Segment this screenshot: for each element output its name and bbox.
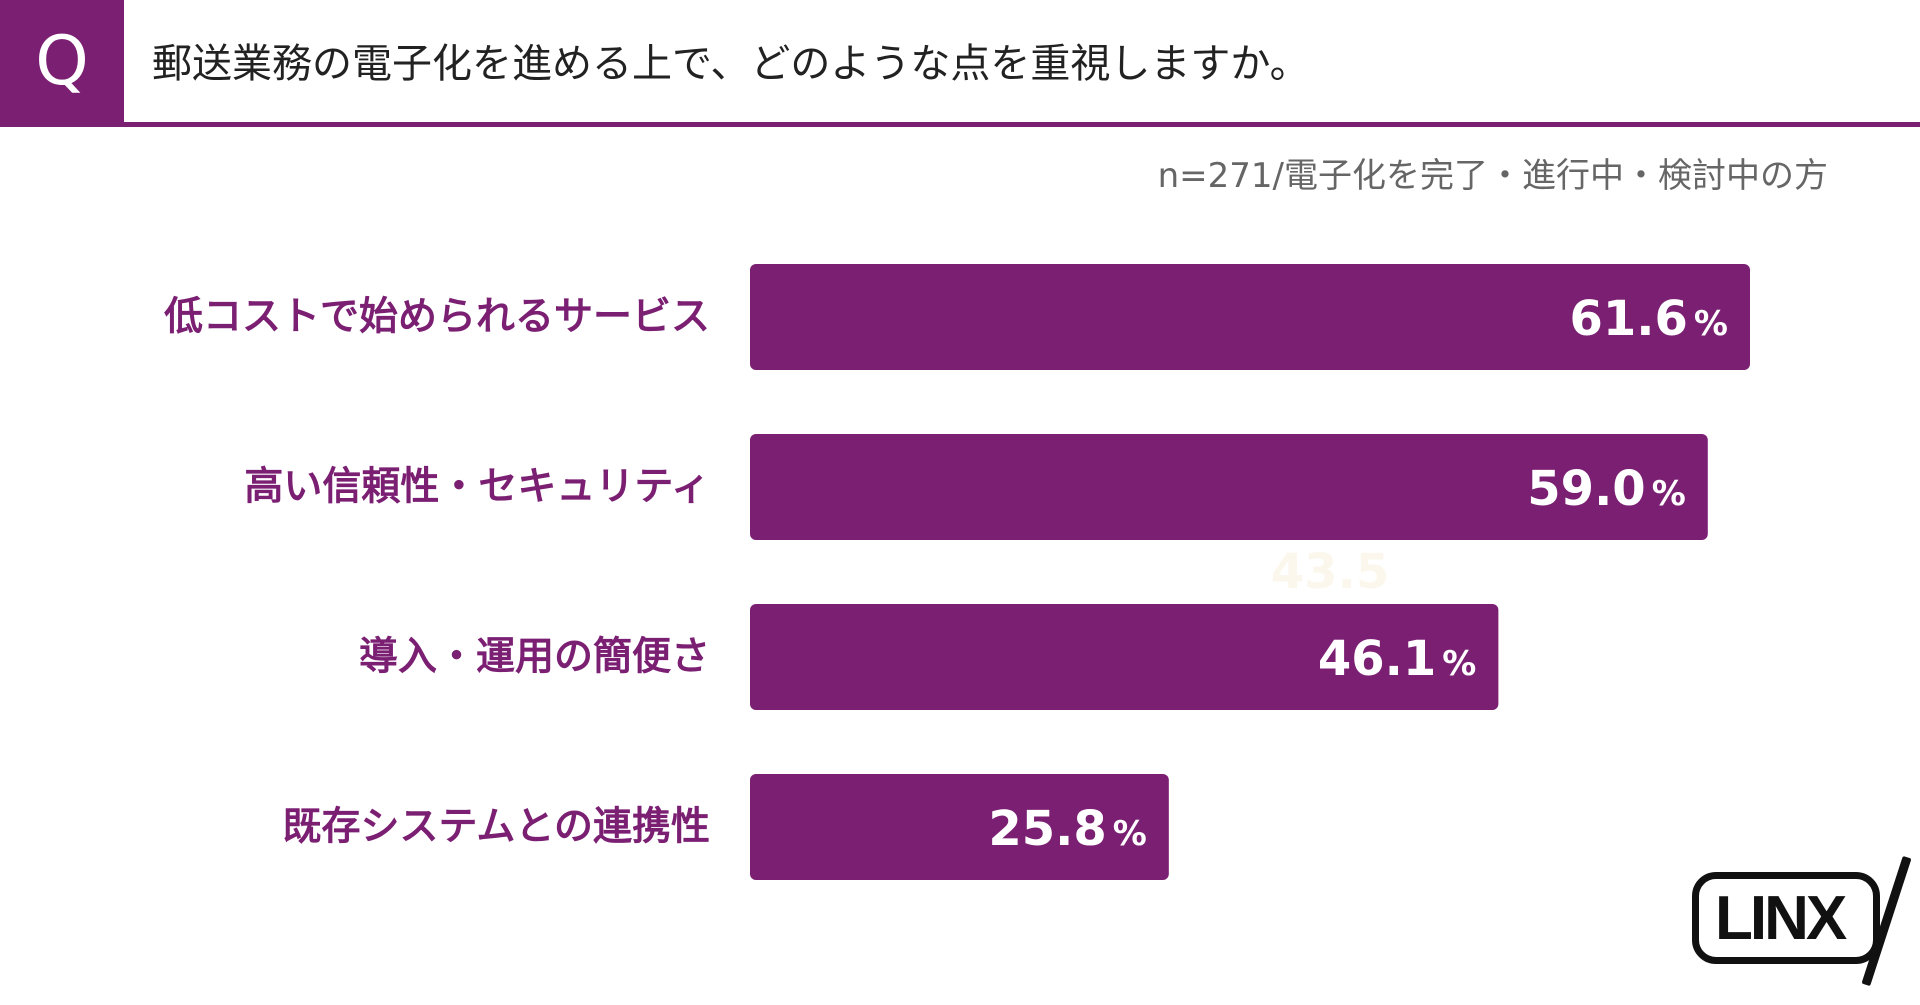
- category-label-1: 低コストで始められるサービス: [164, 295, 710, 340]
- sample-note: n=271/電子化を完了・進行中・検討中の方: [1157, 156, 1828, 196]
- value-number-4: 25.8: [988, 801, 1106, 857]
- value-label-4: 25.8%: [988, 801, 1147, 857]
- value-label-2: 59.0%: [1527, 461, 1686, 517]
- category-label-4: 既存システムとの連携性: [283, 805, 710, 850]
- value-number-3: 46.1: [1318, 631, 1436, 687]
- value-unit-1: %: [1694, 304, 1728, 344]
- value-unit-4: %: [1113, 814, 1147, 854]
- bar-3: [750, 604, 1499, 710]
- value-number-2: 59.0: [1527, 461, 1645, 517]
- bar-4: [750, 774, 1169, 880]
- ghost-annotation: 43.5: [1271, 544, 1389, 600]
- linx-logo: LINX: [1692, 855, 1912, 987]
- header-divider: [0, 122, 1920, 127]
- value-unit-3: %: [1442, 644, 1476, 684]
- value-unit-2: %: [1652, 474, 1686, 514]
- question-title: 郵送業務の電子化を進める上で、どのような点を重視しますか。: [152, 41, 1310, 87]
- category-label-3: 導入・運用の簡便さ: [359, 635, 710, 680]
- category-label-2: 高い信頼性・セキュリティ: [244, 465, 710, 510]
- logo-text: LINX: [1715, 884, 1847, 953]
- bar-2: [750, 434, 1708, 540]
- question-mark-box: Q: [0, 0, 124, 124]
- value-label-1: 61.6%: [1569, 291, 1728, 347]
- value-number-1: 61.6: [1569, 291, 1687, 347]
- bar-1: [750, 264, 1750, 370]
- value-label-3: 46.1%: [1318, 631, 1477, 687]
